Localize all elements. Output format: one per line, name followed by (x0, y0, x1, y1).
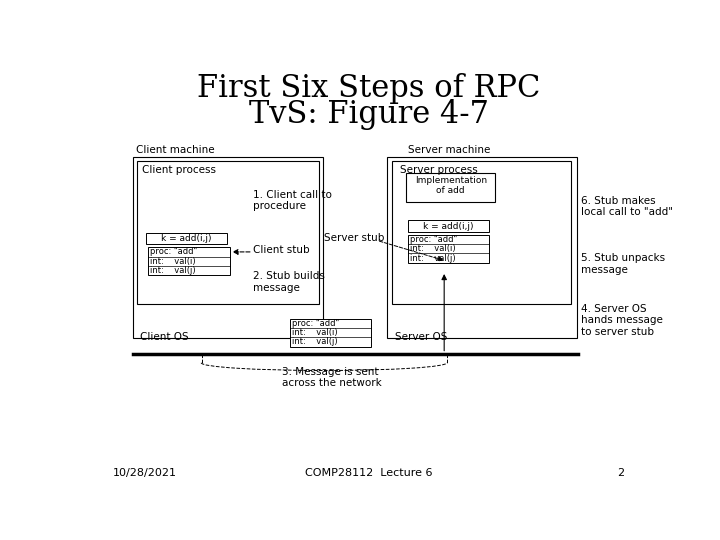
Text: Server machine: Server machine (408, 145, 490, 155)
FancyBboxPatch shape (408, 220, 489, 232)
Text: Client OS: Client OS (140, 332, 189, 342)
Text: 6. Stub makes
local call to "add": 6. Stub makes local call to "add" (581, 195, 673, 217)
FancyBboxPatch shape (132, 157, 323, 338)
Text: int:    val(i): int: val(i) (150, 256, 196, 266)
FancyBboxPatch shape (145, 233, 228, 244)
Text: Server OS: Server OS (395, 332, 447, 342)
Text: proc: "add": proc: "add" (292, 319, 340, 328)
FancyBboxPatch shape (290, 319, 372, 347)
Text: First Six Steps of RPC: First Six Steps of RPC (197, 72, 541, 104)
Text: int:    val(j): int: val(j) (150, 266, 196, 275)
Text: Server stub: Server stub (324, 233, 384, 242)
Text: COMP28112  Lecture 6: COMP28112 Lecture 6 (305, 468, 433, 477)
Text: Implementation
of add: Implementation of add (415, 176, 487, 195)
Text: int:    val(i): int: val(i) (292, 328, 338, 338)
FancyBboxPatch shape (137, 161, 319, 303)
Text: int:    val(i): int: val(i) (410, 244, 456, 253)
Text: k = add(i,j): k = add(i,j) (423, 221, 474, 231)
Text: Client machine: Client machine (136, 145, 215, 155)
FancyBboxPatch shape (408, 235, 489, 262)
Text: proc: "add": proc: "add" (410, 235, 457, 244)
Text: 2: 2 (618, 468, 625, 477)
Text: k = add(i,j): k = add(i,j) (161, 234, 212, 243)
Text: proc: "add": proc: "add" (150, 247, 198, 256)
Text: 5. Stub unpacks
message: 5. Stub unpacks message (581, 253, 665, 275)
Text: int:    val(j): int: val(j) (410, 254, 456, 262)
Text: TvS: Figure 4-7: TvS: Figure 4-7 (249, 99, 489, 131)
Text: int:    val(j): int: val(j) (292, 338, 338, 347)
Text: 3. Message is sent
across the network: 3. Message is sent across the network (282, 367, 382, 388)
Text: 10/28/2021: 10/28/2021 (113, 468, 177, 477)
Text: Client process: Client process (142, 165, 216, 175)
Text: Client stub: Client stub (253, 245, 310, 255)
Text: 2. Stub builds
message: 2. Stub builds message (253, 271, 325, 293)
FancyBboxPatch shape (392, 161, 570, 303)
Text: 1. Client call to
procedure: 1. Client call to procedure (253, 190, 332, 211)
FancyBboxPatch shape (387, 157, 577, 338)
Text: 4. Server OS
hands message
to server stub: 4. Server OS hands message to server stu… (581, 303, 663, 337)
FancyBboxPatch shape (148, 247, 230, 275)
FancyBboxPatch shape (406, 173, 495, 202)
Text: Server process: Server process (400, 165, 477, 175)
